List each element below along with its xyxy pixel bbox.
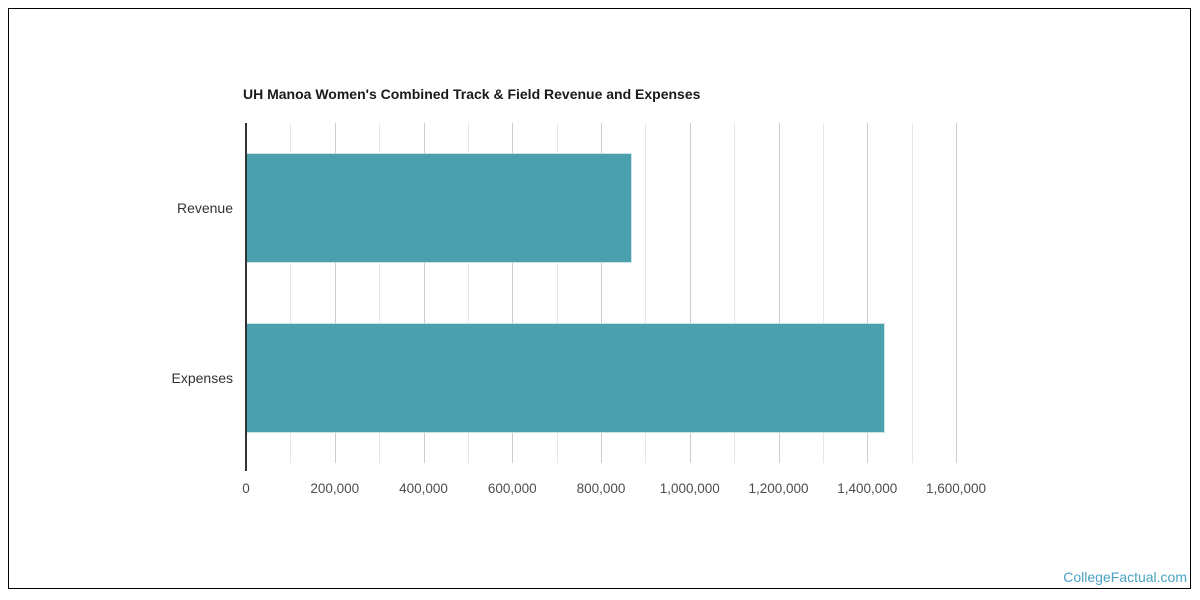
x-tick-label: 200,000 (310, 481, 360, 496)
minor-gridline (822, 123, 824, 463)
major-gridline (334, 123, 336, 463)
minor-gridline (734, 123, 736, 463)
category-label-revenue: Revenue (176, 200, 233, 216)
x-tick-label: 400,000 (399, 481, 448, 496)
x-tick-label: 1,000,000 (659, 481, 720, 496)
major-gridline (689, 123, 691, 463)
x-tick-label: 600,000 (487, 481, 537, 496)
major-gridline (956, 123, 957, 463)
bar-expenses[interactable] (246, 323, 885, 433)
minor-gridline (467, 123, 469, 463)
x-tick-label: 1,400,000 (837, 481, 898, 496)
major-gridline (601, 123, 602, 463)
minor-gridline (290, 123, 292, 463)
major-gridline (867, 123, 869, 463)
chart-title: UH Manoa Women's Combined Track & Field … (243, 86, 701, 102)
x-tick-label: 1,600,000 (925, 481, 987, 496)
x-tick-label: 800,000 (576, 481, 626, 496)
x-tick-label: 1,200,000 (748, 481, 809, 496)
minor-gridline (556, 123, 558, 463)
chart-frame (8, 8, 1191, 589)
major-gridline (512, 123, 514, 463)
bar-revenue[interactable] (246, 153, 633, 263)
plot-area (246, 123, 957, 463)
watermark-link[interactable]: CollegeFactual.com (1063, 569, 1187, 585)
y-axis-line (245, 123, 247, 471)
major-gridline (778, 123, 780, 463)
minor-gridline (379, 123, 381, 463)
major-gridline (423, 123, 425, 463)
category-label-expenses: Expenses (171, 370, 233, 386)
minor-gridline (911, 123, 913, 463)
minor-gridline (645, 123, 647, 463)
x-tick-label: 0 (242, 481, 250, 496)
